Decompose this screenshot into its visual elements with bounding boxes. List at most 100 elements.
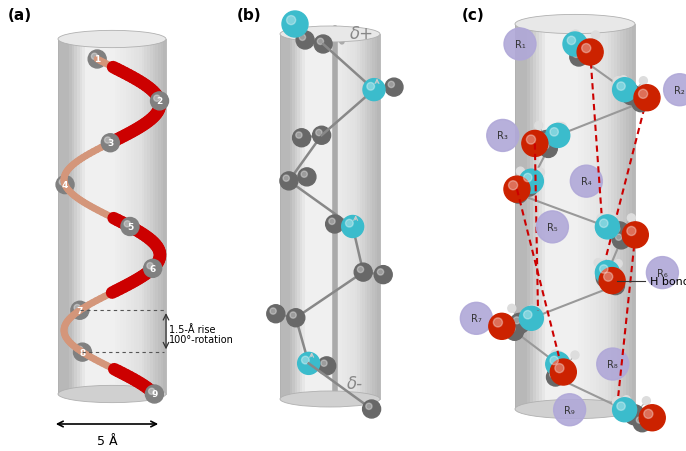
- Bar: [521, 25, 524, 409]
- Circle shape: [532, 169, 542, 179]
- Bar: [345, 35, 348, 399]
- Circle shape: [613, 78, 623, 87]
- Circle shape: [154, 96, 160, 102]
- Bar: [338, 35, 340, 399]
- Circle shape: [633, 414, 651, 432]
- Text: 2: 2: [156, 97, 163, 106]
- Circle shape: [508, 181, 518, 190]
- Circle shape: [519, 307, 543, 331]
- Bar: [357, 35, 360, 399]
- Bar: [548, 25, 551, 409]
- Circle shape: [628, 214, 635, 222]
- Circle shape: [377, 269, 383, 276]
- Bar: [372, 35, 375, 399]
- Bar: [131, 40, 134, 394]
- Bar: [58, 40, 60, 394]
- Circle shape: [541, 135, 547, 142]
- Circle shape: [519, 177, 539, 197]
- Circle shape: [388, 82, 394, 88]
- Circle shape: [523, 174, 532, 182]
- Circle shape: [506, 322, 523, 341]
- Circle shape: [121, 218, 139, 236]
- Circle shape: [504, 177, 530, 202]
- Bar: [310, 35, 313, 399]
- Text: (b): (b): [237, 8, 261, 23]
- Text: 100°-rotation: 100°-rotation: [169, 335, 234, 345]
- Circle shape: [597, 348, 629, 380]
- Circle shape: [145, 385, 163, 403]
- Bar: [307, 35, 310, 399]
- Circle shape: [595, 216, 619, 239]
- Bar: [115, 40, 117, 394]
- Text: 1.5-Å rise: 1.5-Å rise: [169, 324, 215, 335]
- Bar: [368, 35, 370, 399]
- Text: 8: 8: [80, 348, 86, 357]
- Circle shape: [613, 226, 620, 233]
- Circle shape: [597, 214, 607, 225]
- Circle shape: [363, 79, 385, 101]
- Circle shape: [639, 90, 648, 99]
- Circle shape: [606, 277, 624, 295]
- Bar: [96, 40, 99, 394]
- Bar: [539, 25, 542, 409]
- Circle shape: [622, 396, 630, 404]
- Bar: [632, 25, 635, 409]
- Bar: [333, 35, 335, 399]
- Bar: [353, 35, 355, 399]
- Circle shape: [287, 309, 305, 327]
- Circle shape: [635, 98, 641, 104]
- Circle shape: [504, 29, 536, 61]
- Circle shape: [563, 33, 587, 57]
- Circle shape: [549, 371, 556, 377]
- Circle shape: [550, 129, 558, 137]
- Circle shape: [298, 169, 316, 186]
- Bar: [375, 35, 377, 399]
- Bar: [295, 35, 298, 399]
- Ellipse shape: [280, 27, 380, 43]
- Circle shape: [628, 408, 635, 415]
- Bar: [88, 40, 91, 394]
- Bar: [557, 25, 560, 409]
- Bar: [348, 35, 350, 399]
- Bar: [58, 40, 166, 394]
- Circle shape: [313, 127, 331, 145]
- Bar: [155, 40, 158, 394]
- Text: δ+: δ+: [350, 25, 374, 43]
- Text: 4: 4: [62, 181, 68, 190]
- Text: 6: 6: [150, 264, 156, 273]
- Circle shape: [522, 180, 529, 187]
- Bar: [80, 40, 82, 394]
- Circle shape: [573, 52, 579, 58]
- Circle shape: [600, 265, 608, 274]
- Bar: [161, 40, 163, 394]
- Circle shape: [613, 397, 623, 407]
- Circle shape: [614, 260, 622, 268]
- Bar: [74, 40, 77, 394]
- Bar: [572, 25, 575, 409]
- Bar: [370, 35, 372, 399]
- Bar: [518, 25, 521, 409]
- Circle shape: [550, 359, 576, 385]
- Circle shape: [600, 272, 606, 278]
- Bar: [355, 35, 357, 399]
- Bar: [150, 40, 152, 394]
- Bar: [290, 35, 292, 399]
- Circle shape: [571, 351, 579, 359]
- Circle shape: [301, 172, 307, 178]
- Circle shape: [367, 83, 375, 91]
- Circle shape: [556, 123, 567, 133]
- Bar: [617, 25, 620, 409]
- Circle shape: [523, 311, 532, 319]
- Text: R₂: R₂: [674, 86, 685, 96]
- Text: (c): (c): [462, 8, 485, 23]
- Circle shape: [508, 304, 516, 313]
- Circle shape: [547, 368, 565, 386]
- Bar: [126, 40, 128, 394]
- Bar: [292, 35, 295, 399]
- Circle shape: [570, 49, 588, 67]
- Bar: [623, 25, 626, 409]
- Circle shape: [509, 326, 515, 332]
- Bar: [144, 40, 147, 394]
- Bar: [377, 35, 380, 399]
- Circle shape: [617, 402, 625, 410]
